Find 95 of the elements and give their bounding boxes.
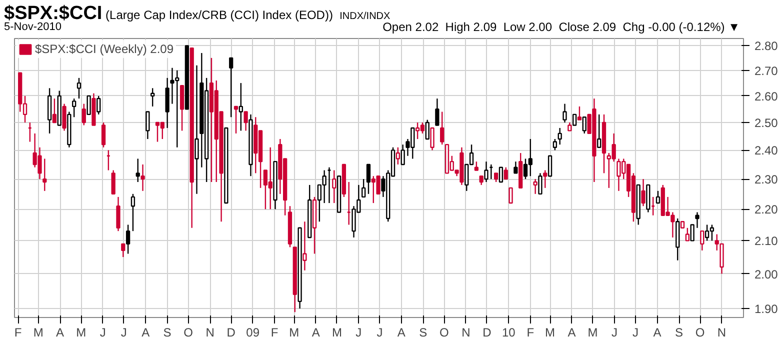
x-tick-label: F: [270, 326, 278, 340]
candlestick: [514, 160, 518, 174]
x-tick-label: O: [695, 326, 705, 340]
x-tick-label: 09: [246, 326, 260, 340]
x-tick-label: M: [289, 326, 300, 340]
candlestick: [484, 160, 488, 183]
candlestick: [234, 106, 238, 134]
candlestick: [140, 164, 145, 192]
candlestick: [86, 95, 91, 116]
x-tick-label: O: [184, 326, 194, 340]
candlestick: [111, 170, 116, 195]
x-tick-label: A: [653, 326, 662, 340]
candlestick: [82, 103, 86, 126]
candlestick: [101, 122, 106, 148]
candlestick: [543, 170, 548, 189]
x-tick-label: N: [206, 326, 214, 340]
candlestick: [504, 166, 508, 180]
candlestick: [498, 166, 504, 183]
candlestick: [577, 106, 582, 120]
candlestick: [136, 158, 140, 183]
text: INDX/INDX: [340, 11, 390, 22]
x-tick-label: J: [356, 326, 362, 340]
chart-subtitle: (Large Cap Index/CRB (CCI) Index (EOD)): [106, 8, 333, 22]
candlestick: [165, 77, 170, 129]
y-tick-label: 2.40: [754, 144, 778, 158]
x-tick-label: J: [100, 326, 106, 340]
y-tick-label: 2.70: [754, 64, 778, 78]
candlestick: [150, 88, 155, 108]
candlestick: [641, 178, 646, 207]
candlestick: [116, 196, 120, 232]
x-tick-label: O: [440, 326, 449, 340]
x-tick-label: A: [568, 326, 576, 340]
y-tick-label: 2.30: [754, 172, 778, 187]
x-tick-label: N: [717, 326, 726, 340]
candlestick: [194, 64, 199, 195]
candlestick: [695, 212, 700, 229]
candlestick: [72, 98, 76, 118]
candlestick: [42, 158, 47, 192]
x-tick-label: D: [482, 326, 492, 340]
x-tick-label: F: [14, 326, 22, 340]
text: Open 2.02 High 2.09 Low 2.00 Close 2.09 Chg -0.00 (-0.12%) ▼: [382, 20, 740, 36]
x-tick-label: J: [120, 326, 127, 340]
x-tick-label: M: [76, 326, 86, 340]
x-tick-label: A: [312, 326, 320, 340]
candlestick: [146, 111, 150, 140]
candlestick: [656, 190, 660, 204]
x-tick-label: A: [142, 326, 150, 340]
candlestick: [130, 193, 136, 232]
candlestick: [126, 224, 130, 254]
x-tick-label: J: [376, 326, 383, 340]
candlestick: [121, 243, 126, 258]
x-tick-label: 10: [502, 326, 516, 340]
candlestick: [244, 111, 248, 132]
candlestick: [440, 111, 444, 146]
x-tick-label: M: [545, 326, 556, 340]
y-tick-label: 2.50: [754, 116, 778, 130]
candlestick: [362, 178, 366, 198]
candlestick: [76, 77, 82, 100]
y-tick-label: 2.80: [754, 39, 778, 54]
legend-label: $SPX:$CCI (Weekly) 2.09: [35, 42, 174, 56]
x-tick-label: N: [462, 326, 470, 340]
x-tick-label: M: [332, 326, 342, 340]
candlestick: [558, 127, 562, 146]
y-tick-label: 2.00: [754, 267, 778, 282]
y-tick-label: 1.90: [754, 302, 778, 316]
y-tick-label: 2.10: [754, 234, 778, 248]
x-tick-label: J: [632, 326, 639, 340]
candlestick: [552, 138, 558, 151]
x-tick-label: J: [612, 326, 618, 340]
x-tick-label: S: [675, 326, 684, 340]
x-tick-label: M: [588, 326, 598, 340]
x-tick-label: D: [226, 326, 236, 340]
x-tick-label: S: [419, 326, 428, 340]
x-tick-label: S: [163, 326, 172, 340]
x-tick-label: M: [33, 326, 44, 340]
candlestick: [435, 98, 440, 126]
candlestick: [52, 98, 57, 124]
candlestick: [229, 57, 234, 118]
candlestick: [548, 155, 552, 177]
y-tick-label: 2.60: [754, 89, 778, 104]
candlestick: [582, 116, 586, 134]
candlestick: [366, 164, 371, 195]
candlestick: [47, 88, 52, 134]
x-tick-label: A: [56, 326, 64, 340]
x-tick-label: A: [397, 326, 406, 340]
candlestick: [508, 187, 513, 204]
candlestick: [180, 85, 184, 132]
x-tick-label: F: [526, 326, 534, 340]
candlestick: [597, 114, 602, 148]
y-tick-label: 2.20: [754, 202, 778, 217]
candlestick: [62, 103, 66, 132]
candlestick: [238, 82, 243, 132]
candlestick: [562, 103, 567, 124]
candlestick: [96, 95, 101, 116]
text: 5-Nov-2010: [4, 20, 62, 35]
